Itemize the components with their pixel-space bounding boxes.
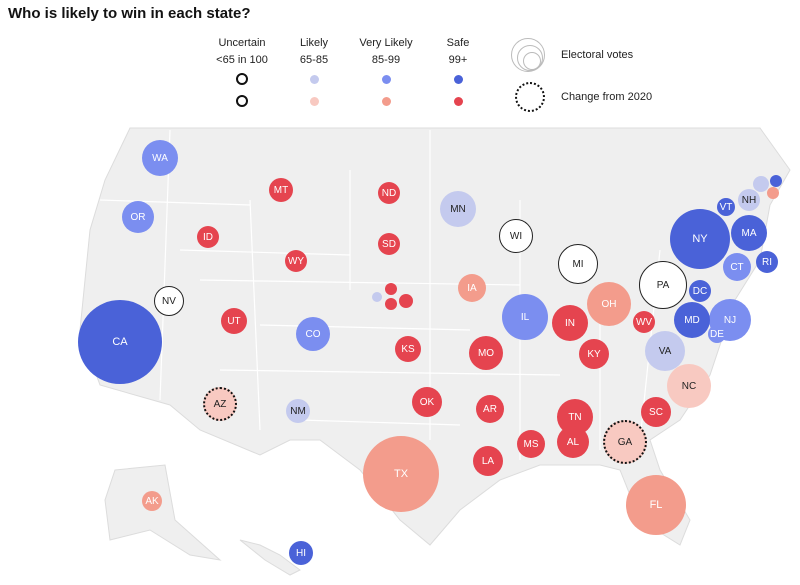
state-marker-sc[interactable]: SC xyxy=(641,397,671,427)
state-marker-ga[interactable]: GA xyxy=(603,420,647,464)
state-marker-ak[interactable]: AK xyxy=(142,491,162,511)
electoral-votes-size-icon xyxy=(523,52,541,70)
state-marker-wi[interactable]: WI xyxy=(499,219,533,253)
state-marker-or[interactable]: OR xyxy=(122,201,154,233)
state-marker-la[interactable]: LA xyxy=(473,446,503,476)
legend-category-label: Safe xyxy=(446,37,470,49)
state-marker-dc[interactable]: DC xyxy=(689,280,711,302)
electoral-votes-size-icon xyxy=(511,38,545,72)
legend-change-label: Change from 2020 xyxy=(561,91,653,103)
state-marker-ri[interactable]: RI xyxy=(756,251,778,273)
state-marker-sd[interactable]: SD xyxy=(378,233,400,255)
state-marker-ia[interactable]: IA xyxy=(458,274,486,302)
legend-category-label: Uncertain xyxy=(218,37,266,49)
state-marker-al[interactable]: AL xyxy=(557,426,589,458)
state-marker-md[interactable]: MD xyxy=(674,302,710,338)
change-from-2020-icon xyxy=(515,82,545,112)
page-title: Who is likely to win in each state? xyxy=(8,5,251,22)
legend-dot-red-safe xyxy=(453,96,463,106)
state-marker-pa[interactable]: PA xyxy=(639,261,687,309)
legend-dot-red-very_likely xyxy=(381,96,391,106)
state-marker-de[interactable]: DE xyxy=(708,325,726,343)
state-marker-ms[interactable]: MS xyxy=(517,430,545,458)
state-marker-ok[interactable]: OK xyxy=(412,387,442,417)
state-marker-nh[interactable]: NH xyxy=(738,189,760,211)
state-marker-nm[interactable]: NM xyxy=(286,399,310,423)
state-marker-ma[interactable]: MA xyxy=(731,215,767,251)
legend-dot-red-likely xyxy=(309,96,319,106)
hawaii-shape xyxy=(239,539,301,576)
state-marker-mo[interactable]: MO xyxy=(469,336,503,370)
state-marker-az[interactable]: AZ xyxy=(203,387,237,421)
alaska-shape xyxy=(104,464,222,561)
state-marker-ne-2[interactable] xyxy=(372,292,382,302)
state-marker-hi[interactable]: HI xyxy=(289,541,313,565)
state-marker-wa[interactable]: WA xyxy=(142,140,178,176)
state-marker-oh[interactable]: OH xyxy=(587,282,631,326)
state-marker-nv[interactable]: NV xyxy=(154,286,184,316)
state-marker-wv[interactable]: WV xyxy=(633,311,655,333)
state-marker-ne-a[interactable] xyxy=(385,283,397,295)
legend-category-label: Likely xyxy=(299,37,329,49)
legend-category-label: Very Likely xyxy=(359,37,413,49)
state-marker-me-1[interactable] xyxy=(770,175,782,187)
state-marker-me-a[interactable] xyxy=(753,176,769,192)
state-marker-ar[interactable]: AR xyxy=(476,395,504,423)
state-marker-ut[interactable]: UT xyxy=(221,308,247,334)
state-marker-mi[interactable]: MI xyxy=(558,244,598,284)
state-marker-nd[interactable]: ND xyxy=(378,182,400,204)
state-marker-vt[interactable]: VT xyxy=(717,198,735,216)
legend-category-range: 85-99 xyxy=(371,54,401,66)
state-marker-fl[interactable]: FL xyxy=(626,475,686,535)
legend-category-range: 99+ xyxy=(448,54,468,66)
legend-dot-blue-safe xyxy=(453,74,463,84)
legend-category-range: <65 in 100 xyxy=(216,54,268,66)
state-marker-ks[interactable]: KS xyxy=(395,336,421,362)
state-marker-in[interactable]: IN xyxy=(552,305,588,341)
state-marker-va[interactable]: VA xyxy=(645,331,685,371)
legend-dot-blue-uncertain xyxy=(236,73,248,85)
state-marker-wy[interactable]: WY xyxy=(285,250,307,272)
state-marker-mt[interactable]: MT xyxy=(269,178,293,202)
state-marker-ne-c[interactable] xyxy=(399,294,413,308)
electoral-votes-size-icon xyxy=(517,45,543,71)
state-marker-mn[interactable]: MN xyxy=(440,191,476,227)
state-marker-il[interactable]: IL xyxy=(502,294,548,340)
state-marker-ca[interactable]: CA xyxy=(78,300,162,384)
legend-dot-blue-likely xyxy=(309,74,319,84)
legend-dot-blue-very_likely xyxy=(381,74,391,84)
legend-category-range: 65-85 xyxy=(299,54,329,66)
state-marker-ne-b[interactable] xyxy=(385,298,397,310)
state-marker-id[interactable]: ID xyxy=(197,226,219,248)
state-marker-me-2[interactable] xyxy=(767,187,779,199)
state-marker-ny[interactable]: NY xyxy=(670,209,730,269)
state-marker-ky[interactable]: KY xyxy=(579,339,609,369)
state-marker-co[interactable]: CO xyxy=(296,317,330,351)
state-marker-nc[interactable]: NC xyxy=(667,364,711,408)
state-marker-ct[interactable]: CT xyxy=(723,253,751,281)
state-marker-tx[interactable]: TX xyxy=(363,436,439,512)
legend-dot-red-uncertain xyxy=(236,95,248,107)
legend-electoral-votes-label: Electoral votes xyxy=(561,49,634,61)
